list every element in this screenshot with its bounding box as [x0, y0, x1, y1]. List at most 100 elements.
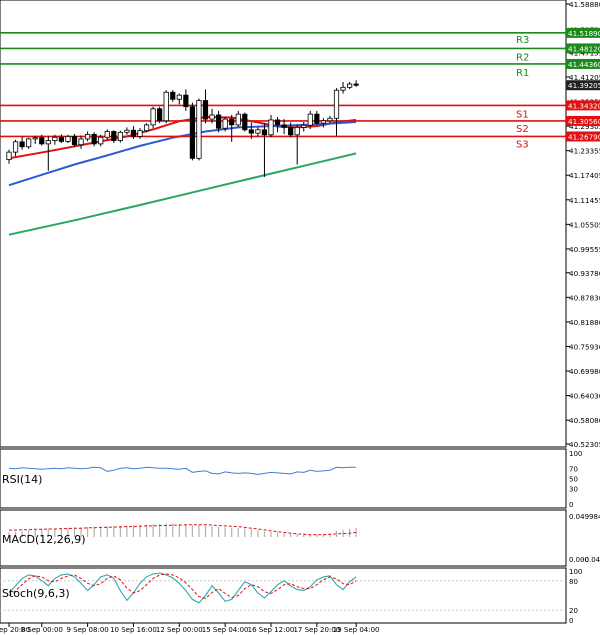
price-tag-box — [566, 100, 600, 111]
candle-body — [255, 129, 261, 134]
candle — [268, 114, 274, 138]
rsi-tick-label: 70 — [569, 465, 578, 473]
y-tick-label: 41.17405 — [569, 171, 600, 180]
price-tag-box — [566, 27, 600, 38]
candle-body — [183, 94, 189, 108]
stoch-tick-label: 20 — [569, 607, 578, 615]
macd-tick-label: 0.000 — [569, 556, 589, 564]
candle-body — [281, 124, 287, 128]
rsi-title: RSI(14) — [2, 473, 42, 486]
candle — [281, 119, 287, 134]
candle — [346, 81, 353, 89]
level-name-r3: R3 — [516, 35, 529, 46]
candle-body — [340, 86, 346, 91]
candle — [209, 108, 215, 124]
candle-body — [320, 120, 327, 124]
price-tag-label: 41.48120 — [568, 44, 600, 53]
candle-body — [314, 113, 320, 124]
candle-body — [333, 89, 340, 119]
stoch-panel: 100 80 20 0 Stoch(9,6,3) — [0, 567, 582, 625]
rsi-tick-label: 100 — [569, 450, 582, 458]
candle — [137, 128, 143, 139]
x-tick-label: 10 Sep 16:00 — [110, 626, 157, 634]
candle — [19, 136, 25, 150]
rsi-frame — [0, 448, 567, 509]
level-name-s1: S1 — [516, 109, 529, 120]
candle — [353, 80, 359, 87]
y-tick-label: 40.93780 — [569, 269, 600, 278]
candle — [222, 117, 228, 132]
candle — [183, 89, 189, 111]
candle-body — [222, 118, 228, 129]
candle-body — [209, 114, 215, 120]
candle — [340, 81, 346, 94]
candle — [235, 110, 241, 128]
candle — [98, 134, 104, 147]
y-tick-label: 40.52305 — [569, 440, 600, 449]
candle-body — [353, 83, 359, 86]
candle-body — [327, 117, 333, 122]
macd-frame — [0, 509, 567, 567]
stoch-main-line — [8, 572, 357, 604]
price-tag-box — [566, 131, 600, 142]
level-name-s2: S2 — [516, 124, 529, 135]
candle — [143, 123, 150, 133]
candle-body — [202, 100, 209, 120]
candle — [124, 127, 130, 135]
candle-body — [235, 113, 241, 126]
rsi-panel: 100 70 50 30 0 RSI(14) — [0, 448, 582, 509]
price-tag-label: 41.34320 — [568, 101, 600, 110]
y-tick-label: 40.87830 — [569, 293, 600, 302]
candle — [274, 117, 281, 133]
candle-body — [6, 151, 12, 160]
candle — [52, 134, 58, 145]
candle-body — [189, 106, 195, 159]
candle — [196, 98, 202, 161]
price-tag-label: 41.51890 — [568, 29, 600, 38]
candle-body — [229, 118, 235, 126]
candle — [301, 121, 307, 132]
candle — [39, 134, 45, 146]
macd-tick-label: 0.049984 — [569, 513, 600, 521]
candle — [104, 129, 110, 140]
y-tick-label: 40.75930 — [569, 342, 600, 351]
y-tick-label: 41.41205 — [569, 73, 600, 82]
candle-body — [91, 133, 97, 145]
x-tick-label: 5 Sep 20:00 — [0, 626, 30, 634]
y-tick-label: 40.64030 — [569, 392, 600, 401]
candle-body — [261, 129, 268, 136]
rsi-tick-label: 30 — [569, 486, 578, 494]
stoch-title: Stoch(9,6,3) — [2, 587, 70, 600]
candle-body — [294, 126, 300, 136]
candle-body — [196, 100, 202, 159]
x-tick-label: 19 Sep 04:00 — [333, 626, 380, 634]
candle-body — [104, 131, 110, 138]
candle — [130, 126, 137, 139]
candle — [176, 93, 182, 105]
candle-body — [242, 113, 248, 131]
y-tick-label: 41.11455 — [569, 196, 600, 205]
candle — [333, 88, 340, 136]
candle-body — [26, 138, 32, 148]
candle — [255, 127, 261, 137]
y-tick-label: 40.81880 — [569, 318, 600, 327]
candle — [229, 114, 235, 142]
candle-body — [346, 83, 353, 88]
stoch-signal-line — [8, 573, 357, 599]
candle — [91, 132, 97, 147]
x-tick-label: 17 Sep 20:00 — [293, 626, 340, 634]
candle — [170, 90, 176, 102]
candle — [32, 135, 38, 144]
candle-body — [215, 114, 222, 129]
price-plot-frame — [0, 0, 567, 448]
candle — [327, 115, 333, 124]
candle — [45, 136, 51, 171]
candle-body — [111, 131, 117, 141]
price-panel: 41.5888041.5273041.4715541.4120541.35255… — [0, 0, 600, 449]
candle — [215, 110, 222, 133]
candle-body — [307, 113, 313, 126]
candle-body — [143, 124, 150, 132]
price-tag-box — [566, 80, 600, 91]
candle-body — [301, 124, 307, 128]
